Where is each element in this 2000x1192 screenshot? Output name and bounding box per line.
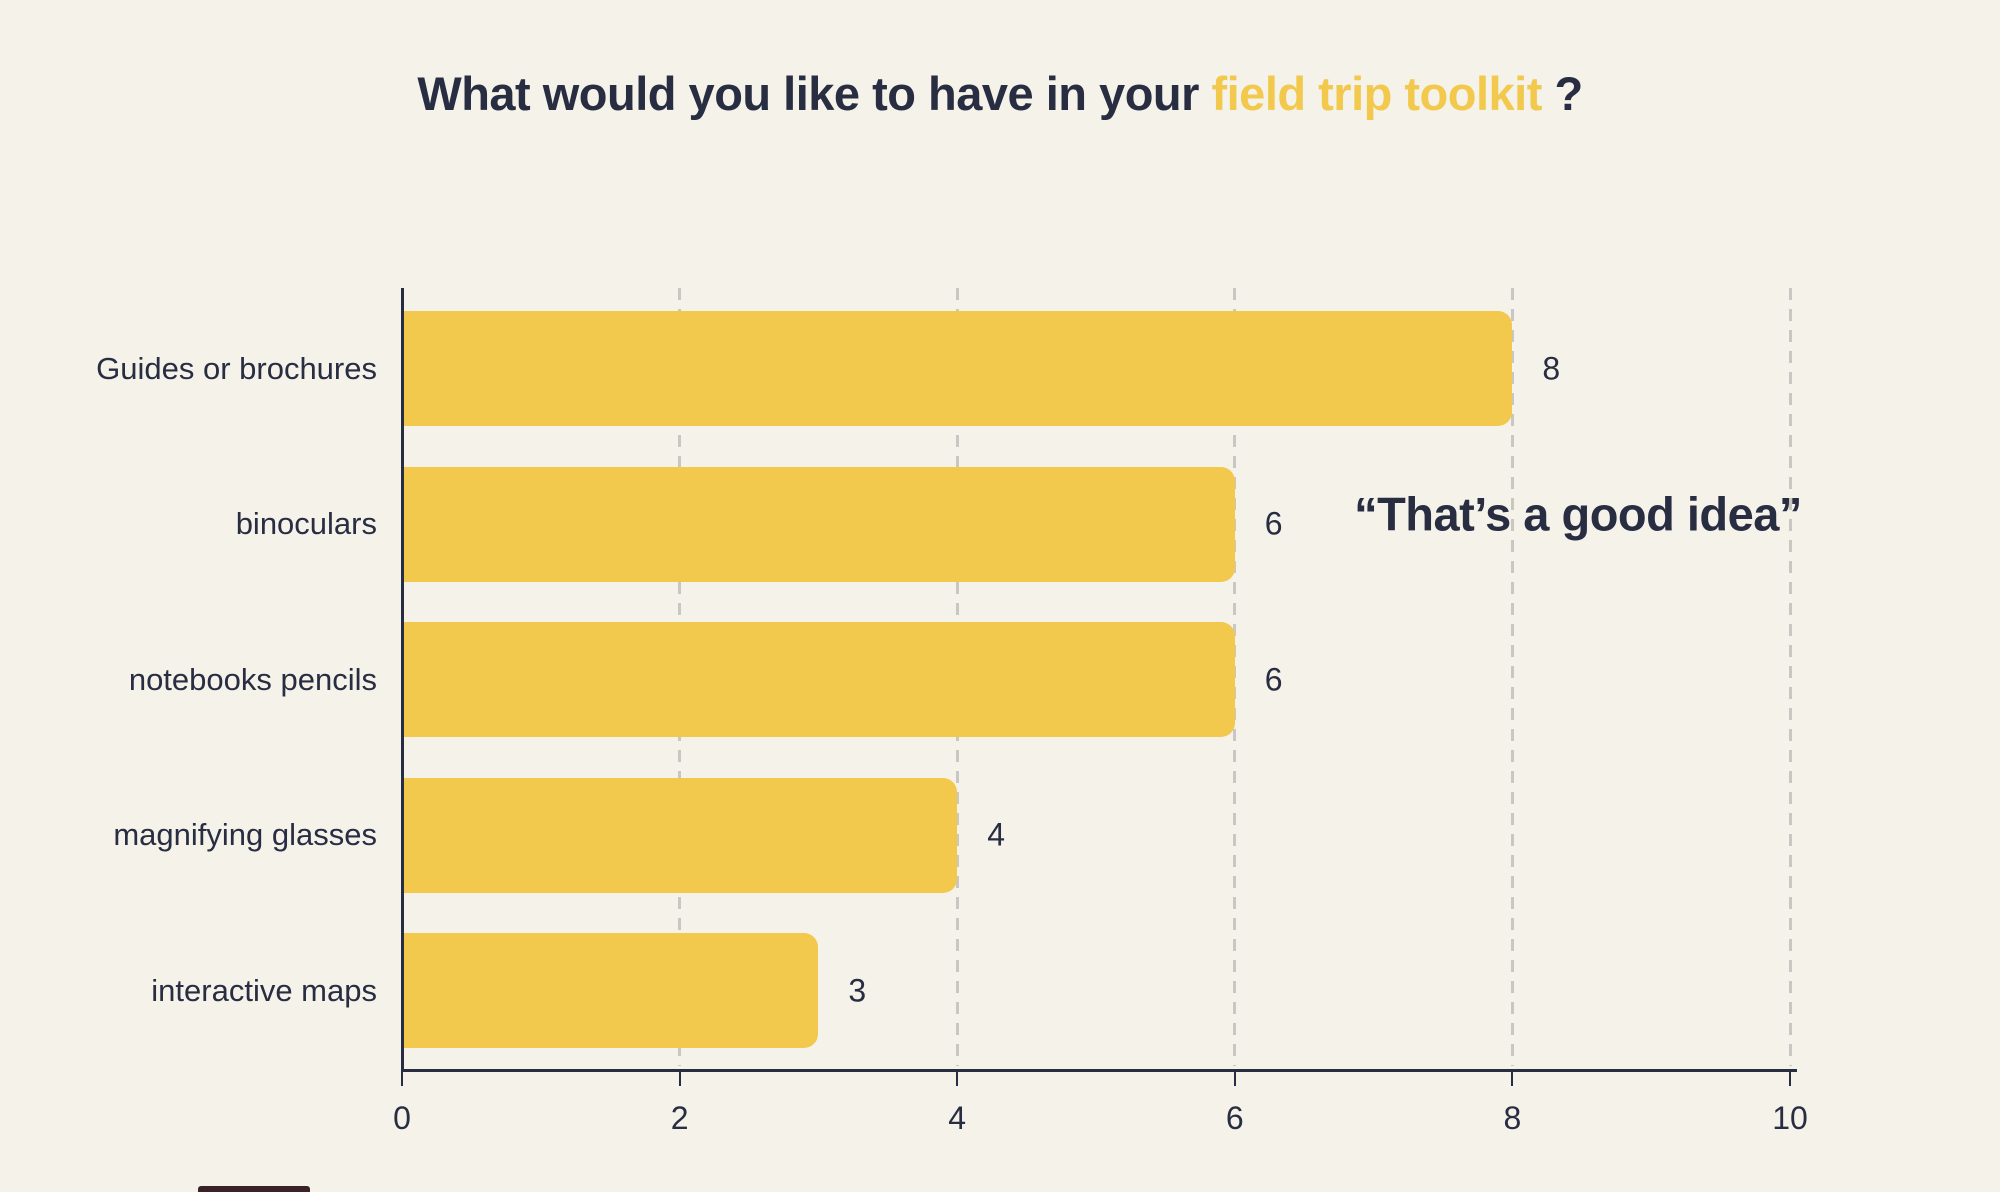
bar xyxy=(402,933,819,1048)
x-tick xyxy=(1789,1070,1791,1086)
bar-value-label: 3 xyxy=(848,972,867,1008)
category-label: magnifying glasses xyxy=(113,817,377,852)
gridline-x-6 xyxy=(1233,288,1237,1066)
bar xyxy=(402,466,1235,582)
gridline-x-8 xyxy=(1510,288,1514,1066)
bar-value-label: 6 xyxy=(1264,661,1283,697)
bar-row: 8 xyxy=(402,311,1560,426)
x-axis-line xyxy=(401,1069,1797,1072)
category-label: binoculars xyxy=(235,506,377,541)
y-axis-line xyxy=(401,288,404,1070)
x-tick-label: 8 xyxy=(1503,1100,1522,1136)
bar xyxy=(402,777,958,893)
x-tick xyxy=(401,1070,403,1086)
bar-row: 3 xyxy=(402,933,866,1048)
quote-annotation: “That’s a good idea” xyxy=(1354,487,1802,541)
gridline-x-10 xyxy=(1788,288,1792,1066)
chart-title-prefix: What would you like to have in your xyxy=(417,67,1212,120)
x-tick-label: 4 xyxy=(948,1100,967,1136)
bar-row: 4 xyxy=(402,777,1005,893)
x-tick xyxy=(956,1070,959,1086)
chart-title-suffix: ? xyxy=(1541,67,1583,120)
bar xyxy=(402,622,1235,737)
category-label: interactive maps xyxy=(151,972,377,1008)
category-label: notebooks pencils xyxy=(128,661,377,697)
x-tick xyxy=(1233,1070,1236,1086)
x-tick-label: 6 xyxy=(1225,1100,1244,1136)
bar xyxy=(402,311,1513,426)
chart-title: What would you like to have in your fiel… xyxy=(0,66,2000,121)
x-tick xyxy=(678,1070,681,1086)
x-tick-label: 2 xyxy=(670,1100,689,1136)
plot-area: 8 6 6 4 3 0 2 4 6 8 10 xyxy=(393,288,1808,1136)
chart-title-highlight: field trip toolkit xyxy=(1211,67,1542,120)
bar-value-label: 6 xyxy=(1264,505,1283,542)
bar-row: 6 xyxy=(402,466,1283,582)
bar-value-label: 8 xyxy=(1542,350,1561,386)
x-tick-label: 10 xyxy=(1772,1100,1808,1136)
bar-value-label: 4 xyxy=(987,816,1005,853)
cropped-logo-fragment xyxy=(198,1186,310,1192)
category-label: Guides or brochures xyxy=(96,350,377,386)
x-tick xyxy=(1511,1070,1514,1086)
x-tick-label: 0 xyxy=(393,1100,411,1136)
bar-row: 6 xyxy=(402,622,1283,737)
